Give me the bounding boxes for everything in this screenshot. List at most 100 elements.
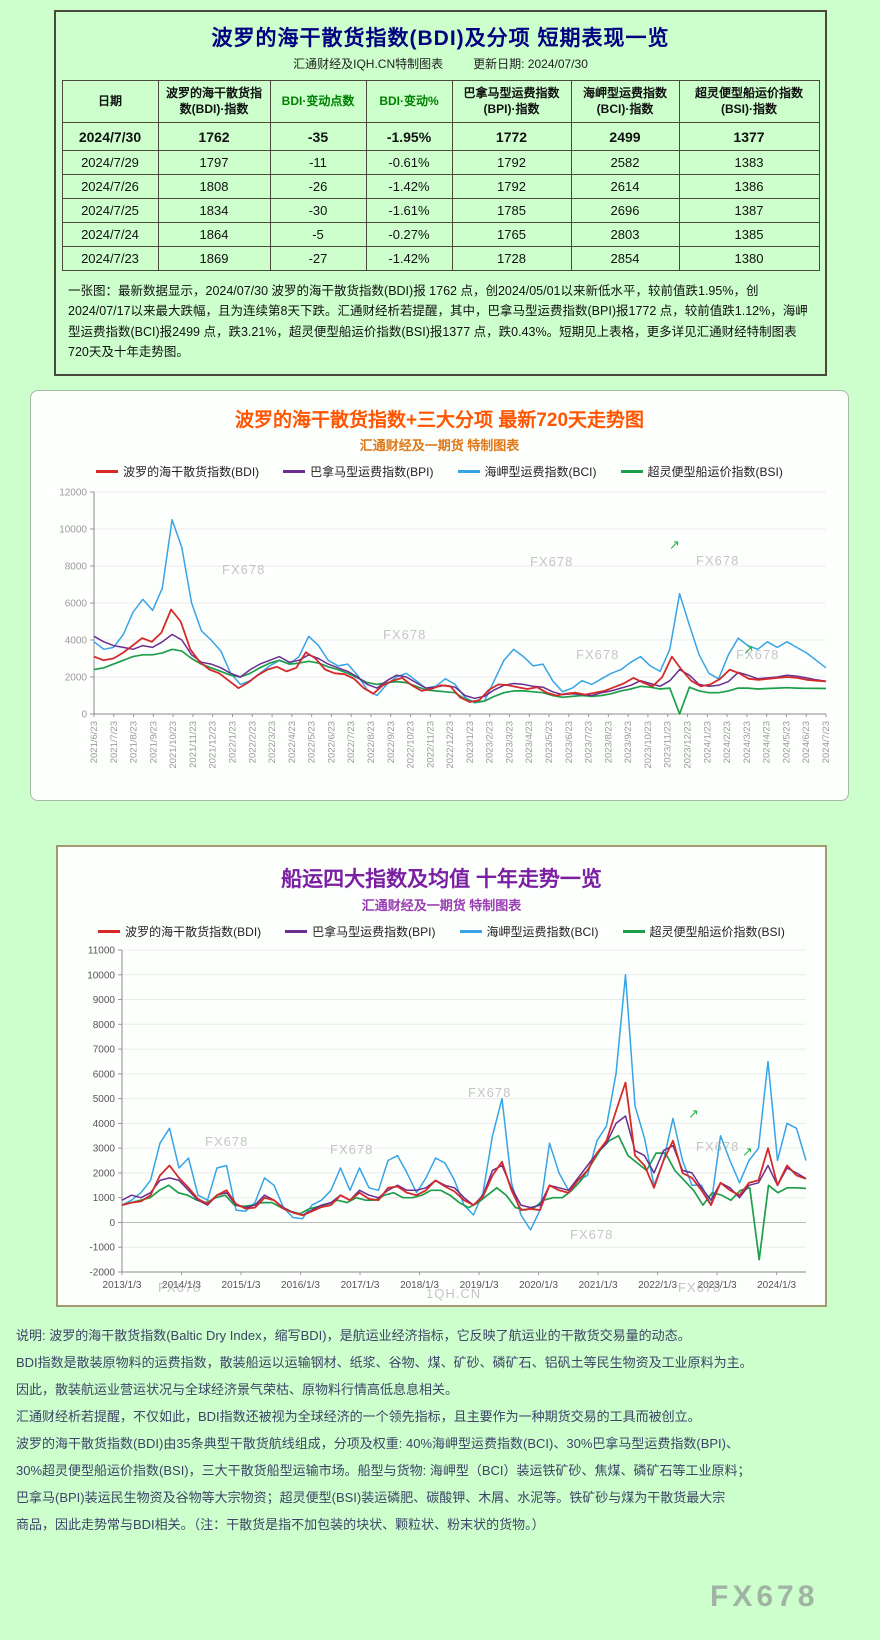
bdi-summary-table: 日期 波罗的海干散货指数(BDI)·指数 BDI·变动点数 BDI·变动% 巴拿马型运费…	[61, 80, 820, 271]
chart-720-subtitle: 汇通财经及一期货 特制图表	[359, 438, 520, 453]
chart-10y-legend: 波罗的海干散货指数(BDI) 巴拿马型运费指数(BPI) 海岬型运费指数(BCI) 超…	[58, 923, 825, 940]
x-tick-label: 2024/6/23	[801, 721, 812, 763]
x-tick-label: 2023/8/23	[603, 721, 614, 763]
description-section: 说明: 波罗的海干散货指数(Baltic Dry Index，缩写BDI)，是航…	[16, 1322, 868, 1538]
x-tick-label: 2022/9/23	[385, 721, 396, 763]
legend-label: 巴拿马型运费指数(BPI)	[310, 465, 434, 479]
table-cell: -30	[269, 198, 367, 223]
table-cell: 1834	[157, 198, 271, 223]
x-tick-label: 2021/1/3	[578, 1280, 617, 1291]
table-cell: 2024/7/30	[61, 122, 159, 151]
legend-item: 海岬型运费指数(BCI)	[457, 463, 597, 480]
legend-swatch-icon	[620, 470, 643, 473]
y-tick-label: 4000	[92, 1119, 115, 1130]
legend-item: 巴拿马型运费指数(BPI)	[283, 463, 434, 480]
chart-10y-plot-area: -2000 -1000 0 1000 2000 3000 4000 5000 6000 7000 8…	[58, 942, 825, 1301]
chart-720-plot-area: 0 2000 4000 6000 8000 10000 12000 2021/6/23 2021…	[31, 482, 848, 794]
summary-title: 波罗的海干散货指数(BDI)及分项 短期表现一览	[211, 27, 670, 50]
y-tick-label: -1000	[89, 1243, 115, 1254]
table-cell: 2854	[570, 246, 680, 271]
table-cell: 1797	[157, 150, 271, 175]
x-tick-label: 2022/8/23	[365, 721, 376, 763]
x-tick-label: 2023/9/23	[623, 721, 634, 763]
table-cell: 1385	[678, 222, 820, 247]
table-cell: 1792	[451, 150, 572, 175]
table-cell: -1.95%	[365, 122, 453, 151]
x-tick-label: 2023/7/23	[583, 721, 594, 763]
table-cell: -0.61%	[365, 150, 453, 175]
x-tick-label: 2021/7/23	[108, 721, 119, 763]
chart-10y-section: 船运四大指数及均值 十年走势一览 汇通财经及一期货 特制图表 波罗的海干散货指数…	[56, 845, 827, 1307]
summary-update-date: 更新日期: 2024/07/30	[473, 57, 588, 71]
brand-watermark: FX678	[710, 1580, 819, 1613]
summary-section: 波罗的海干散货指数(BDI)及分项 短期表现一览 汇通财经及IQH.CN特制图表…	[54, 10, 827, 376]
legend-label: 海岬型运费指数(BCI)	[484, 465, 597, 479]
table-cell: 1864	[157, 222, 271, 247]
x-tick-label: 2018/1/3	[400, 1280, 439, 1291]
x-tick-label: 2022/3/23	[267, 721, 278, 763]
legend-swatch-icon	[96, 470, 119, 473]
legend-swatch-icon	[285, 930, 308, 933]
description-line: 30%超灵便型船运价指数(BSI)，三大干散货船型运输市场。船型与货物: 海岬型…	[16, 1463, 751, 1478]
table-cell: 1380	[678, 246, 820, 271]
table-row: 2024/7/30 1762 -35 -1.95% 1772 2499 1377	[61, 122, 820, 151]
table-cell: 1765	[451, 222, 572, 247]
legend-label: 超灵便型船运价指数(BSI)	[649, 925, 785, 939]
x-tick-label: 2023/4/23	[524, 721, 535, 763]
legend-swatch-icon	[98, 930, 121, 933]
x-tick-label: 2023/3/23	[504, 721, 515, 763]
x-tick-label: 2024/2/23	[722, 721, 733, 763]
series-line	[93, 519, 826, 704]
table-cell: 1383	[678, 150, 820, 175]
table-cell: -0.27%	[365, 222, 453, 247]
description-line: 汇通财经析若提醒，不仅如此，BDI指数还被视为全球经济的一个领先指标，且主要作为…	[16, 1409, 701, 1424]
x-tick-label: 2024/1/23	[702, 721, 713, 763]
table-cell: 2499	[570, 122, 680, 151]
x-tick-label: 2021/12/23	[207, 721, 218, 769]
x-tick-label: 2022/11/23	[425, 721, 436, 768]
table-row: 2024/7/24 1864 -5 -0.27% 1765 2803 1385	[61, 222, 820, 247]
y-tick-label: 8000	[64, 562, 87, 573]
table-cell: 1792	[451, 174, 572, 199]
legend-swatch-icon	[459, 930, 482, 933]
column-header: BDI·变动%	[365, 80, 453, 123]
chart-720-section: 波罗的海干散货指数+三大分项 最新720天走势图 汇通财经及一期货 特制图表 波…	[30, 390, 849, 801]
table-cell: 1762	[157, 122, 271, 151]
table-cell: 2024/7/26	[61, 174, 159, 199]
y-tick-label: 2000	[92, 1168, 115, 1179]
x-tick-label: 2015/1/3	[221, 1280, 260, 1291]
y-tick-label: 2000	[64, 673, 87, 684]
x-tick-label: 2022/4/23	[286, 721, 297, 763]
summary-subtitle: 汇通财经及IQH.CN特制图表 更新日期: 2024/07/30	[56, 55, 825, 72]
x-tick-label: 2023/1/3	[697, 1280, 736, 1291]
legend-label: 巴拿马型运费指数(BPI)	[312, 925, 436, 939]
table-cell: 2024/7/23	[61, 246, 159, 271]
x-tick-label: 2023/2/23	[484, 721, 495, 763]
legend-swatch-icon	[457, 470, 480, 473]
table-cell: -35	[269, 122, 367, 151]
x-tick-label: 2024/5/23	[781, 721, 792, 763]
table-cell: 1386	[678, 174, 820, 199]
table-cell: 2614	[570, 174, 680, 199]
legend-label: 波罗的海干散货指数(BDI)	[123, 465, 260, 479]
y-tick-label: 10000	[87, 970, 115, 981]
x-tick-label: 2019/1/3	[459, 1280, 498, 1291]
y-tick-label: 12000	[59, 488, 87, 499]
table-cell: 2024/7/29	[61, 150, 159, 175]
column-header: 巴拿马型运费指数(BPI)·指数	[451, 80, 572, 123]
series-line	[93, 608, 826, 703]
chart-720-title: 波罗的海干散货指数+三大分项 最新720天走势图	[234, 410, 645, 431]
table-row: 2024/7/23 1869 -27 -1.42% 1728 2854 1380	[61, 246, 820, 271]
description-line: BDI指数是散装原物料的运费指数，散装船运以运输钢材、纸浆、谷物、煤、矿砂、磷矿…	[16, 1355, 753, 1370]
legend-label: 海岬型运费指数(BCI)	[486, 925, 599, 939]
table-row: 2024/7/26 1808 -26 -1.42% 1792 2614 1386	[61, 174, 820, 199]
legend-swatch-icon	[622, 930, 645, 933]
table-body: 2024/7/30 1762 -35 -1.95% 1772 2499 1377 2024/7…	[61, 122, 820, 271]
x-tick-label: 2022/12/23	[445, 721, 456, 769]
column-header: BDI·变动点数	[269, 80, 367, 123]
column-header: 日期	[61, 80, 159, 123]
x-tick-label: 2017/1/3	[340, 1280, 379, 1291]
table-cell: 1785	[451, 198, 572, 223]
table-cell: -1.61%	[365, 198, 453, 223]
table-cell: -27	[269, 246, 367, 271]
